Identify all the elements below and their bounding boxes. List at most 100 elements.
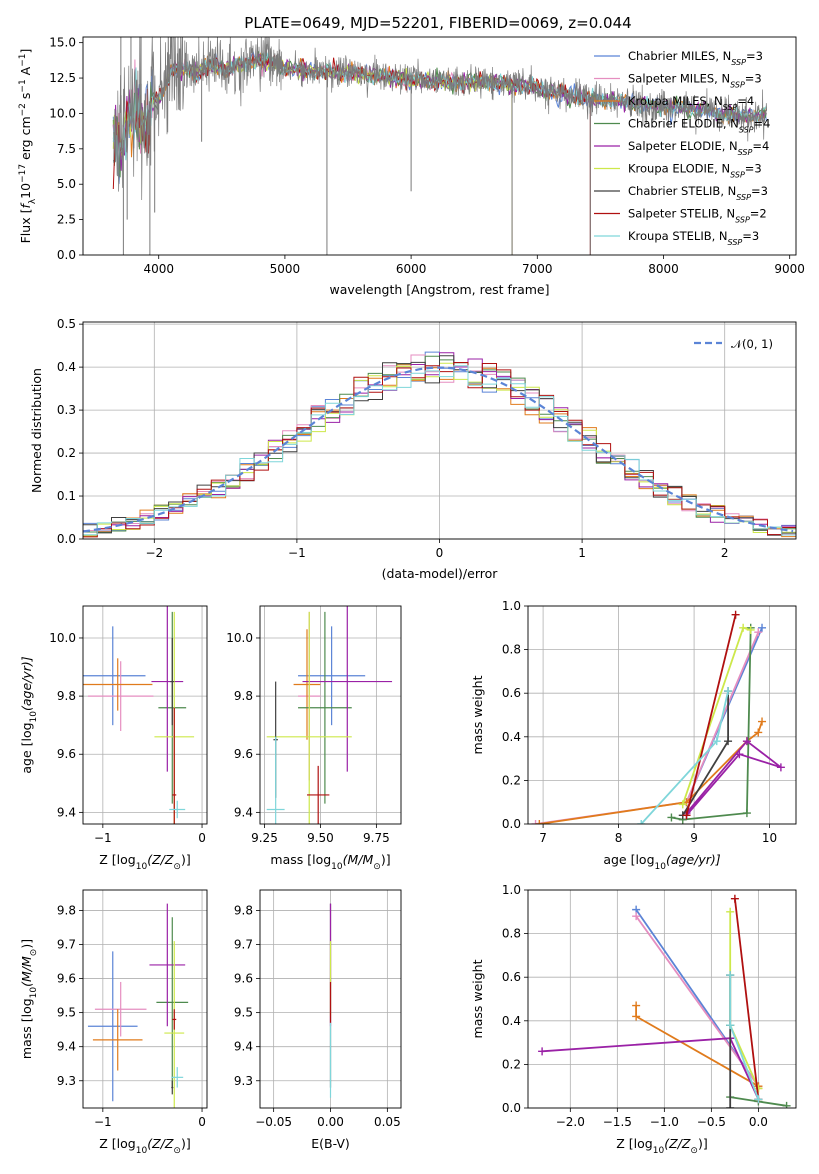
y-tick-label: 12.5 — [49, 71, 76, 85]
legend-entry: Chabrier ELODIE, NSSP=4 — [628, 117, 770, 135]
spectrum-axes: 4000 5000 6000 7000 8000 9000 0.0 2.5 5.0 7.5 10.0… — [49, 36, 805, 276]
y-tick-label: 9.6 — [234, 972, 253, 986]
weight-marker — [730, 894, 739, 903]
y-tick-label: 9.3 — [57, 1074, 76, 1088]
age-vs-mass-axes: 9.25 9.50 9.75 9.4 9.6 9.8 10.0 — [226, 606, 401, 845]
weight-marker — [678, 800, 687, 809]
x-tick-label: 7000 — [522, 262, 553, 276]
normal-curve — [83, 366, 794, 533]
spectrum-ylabel: Flux [fλ10−17 erg cm−2 s−1 A−1] — [18, 49, 38, 244]
legend-entry: Kroupa MILES, NSSP=4 — [628, 94, 754, 112]
y-tick-label: 0.2 — [57, 446, 76, 460]
y-tick-label: 0.0 — [502, 817, 521, 831]
y-tick-label: 1.0 — [502, 883, 521, 897]
weight-marker — [758, 717, 767, 726]
residuals-ylabel: Normed distribution — [29, 368, 44, 493]
y-tick-label: 10.0 — [49, 106, 76, 120]
x-tick-label: 0 — [198, 1115, 206, 1129]
weight-line — [635, 915, 760, 1087]
y-tick-label: 0.3 — [57, 403, 76, 417]
weight-line — [685, 614, 737, 816]
x-tick-label: 8000 — [648, 262, 679, 276]
x-tick-label: 2 — [721, 546, 729, 560]
weight-marker — [724, 737, 733, 746]
x-tick-label: 7 — [539, 831, 547, 845]
weight-line — [671, 627, 752, 821]
x-tick-label: −1.0 — [650, 1115, 679, 1129]
mass-vs-ebv-frame — [259, 889, 402, 1109]
y-tick-label: 0.1 — [57, 489, 76, 503]
x-tick-label: −2.0 — [556, 1115, 585, 1129]
y-tick-label: 0.6 — [502, 970, 521, 984]
y-tick-label: 9.6 — [57, 972, 76, 986]
mass-vs-Z-ylabel: mass [log10(M/M⊙)] — [19, 939, 39, 1059]
weight-marker — [531, 820, 540, 824]
histograms — [83, 351, 796, 538]
svg-text:mass [log10(M/M⊙)]: mass [log10(M/M⊙)] — [19, 939, 39, 1059]
x-tick-label: −0.5 — [697, 1115, 726, 1129]
y-tick-label: 9.8 — [57, 903, 76, 917]
y-tick-label: 7.5 — [57, 142, 76, 156]
y-tick-label: 9.4 — [234, 1040, 253, 1054]
weight-marker — [726, 971, 735, 980]
spectrum-frame — [82, 36, 797, 256]
y-tick-label: 0.0 — [502, 1101, 521, 1115]
x-tick-label: −1 — [94, 831, 112, 845]
weight-marker — [731, 610, 740, 619]
y-tick-label: 0.8 — [502, 927, 521, 941]
weight-marker — [742, 737, 751, 746]
y-tick-label: 9.4 — [234, 805, 253, 819]
y-tick-label: 15.0 — [49, 36, 76, 50]
weight-marker — [735, 750, 744, 759]
y-tick-label: 9.4 — [57, 805, 76, 819]
legend-entry: Kroupa ELODIE, NSSP=3 — [628, 162, 762, 180]
y-tick-label: 9.4 — [57, 1040, 76, 1054]
legend-entry: Salpeter STELIB, NSSP=2 — [628, 207, 767, 225]
y-tick-label: 9.8 — [57, 689, 76, 703]
y-tick-label: 2.5 — [57, 213, 76, 227]
y-tick-label: 9.6 — [57, 747, 76, 761]
weight-vs-age-series — [531, 610, 785, 824]
weight-vs-Z-frame — [527, 889, 797, 1109]
y-tick-label: 5.0 — [57, 177, 76, 191]
y-tick-label: 9.8 — [234, 689, 253, 703]
mass-vs-Z-xlabel: Z [log10(Z/Z⊙)] — [99, 1136, 190, 1156]
y-tick-label: 0.5 — [57, 317, 76, 331]
x-tick-label: 0.0 — [749, 1115, 768, 1129]
weight-vs-Z-series — [538, 894, 791, 1108]
x-tick-label: 9.75 — [363, 831, 390, 845]
y-tick-label: 0.0 — [57, 532, 76, 546]
y-tick-label: 9.7 — [57, 938, 76, 952]
mass-vs-Z-frame — [82, 889, 208, 1109]
weight-marker — [782, 1101, 791, 1108]
weight-marker — [758, 623, 767, 632]
x-tick-label: 6000 — [396, 262, 427, 276]
legend-entry: Salpeter ELODIE, NSSP=4 — [628, 139, 769, 157]
weight-marker — [726, 1104, 735, 1108]
y-tick-label: 0.4 — [57, 360, 76, 374]
y-tick-label: 9.5 — [234, 1006, 253, 1020]
x-tick-label: −1 — [288, 546, 306, 560]
weight-vs-Z-ylabel: mass weight — [470, 959, 485, 1038]
x-tick-label: 0.05 — [374, 1115, 401, 1129]
legend-entry: Chabrier STELIB, NSSP=3 — [628, 184, 768, 202]
weight-marker — [754, 1095, 763, 1104]
svg-text:Flux [fλ10−17 erg cm−2 s−1 A−1: Flux [fλ10−17 erg cm−2 s−1 A−1] — [18, 49, 38, 244]
weight-marker — [632, 1001, 641, 1010]
x-tick-label: −0.05 — [255, 1115, 292, 1129]
x-tick-label: 8 — [615, 831, 623, 845]
weight-marker — [712, 737, 721, 746]
y-tick-label: 10.0 — [226, 631, 253, 645]
y-tick-label: 0.4 — [502, 1014, 521, 1028]
legend-entry: 𝒩(0, 1) — [731, 337, 773, 351]
residuals-xlabel: (data-model)/error — [382, 566, 499, 581]
residuals-frame — [82, 321, 797, 540]
weight-marker — [739, 623, 748, 632]
legend-entry: Chabrier MILES, NSSP=3 — [628, 49, 763, 67]
y-tick-label: 9.5 — [57, 1006, 76, 1020]
weight-marker — [682, 811, 691, 820]
age-vs-Z-axes: −1 0 9.4 9.6 9.8 10.0 — [49, 606, 207, 845]
mass-vs-ebv-xlabel: E(B-V) — [311, 1136, 350, 1151]
